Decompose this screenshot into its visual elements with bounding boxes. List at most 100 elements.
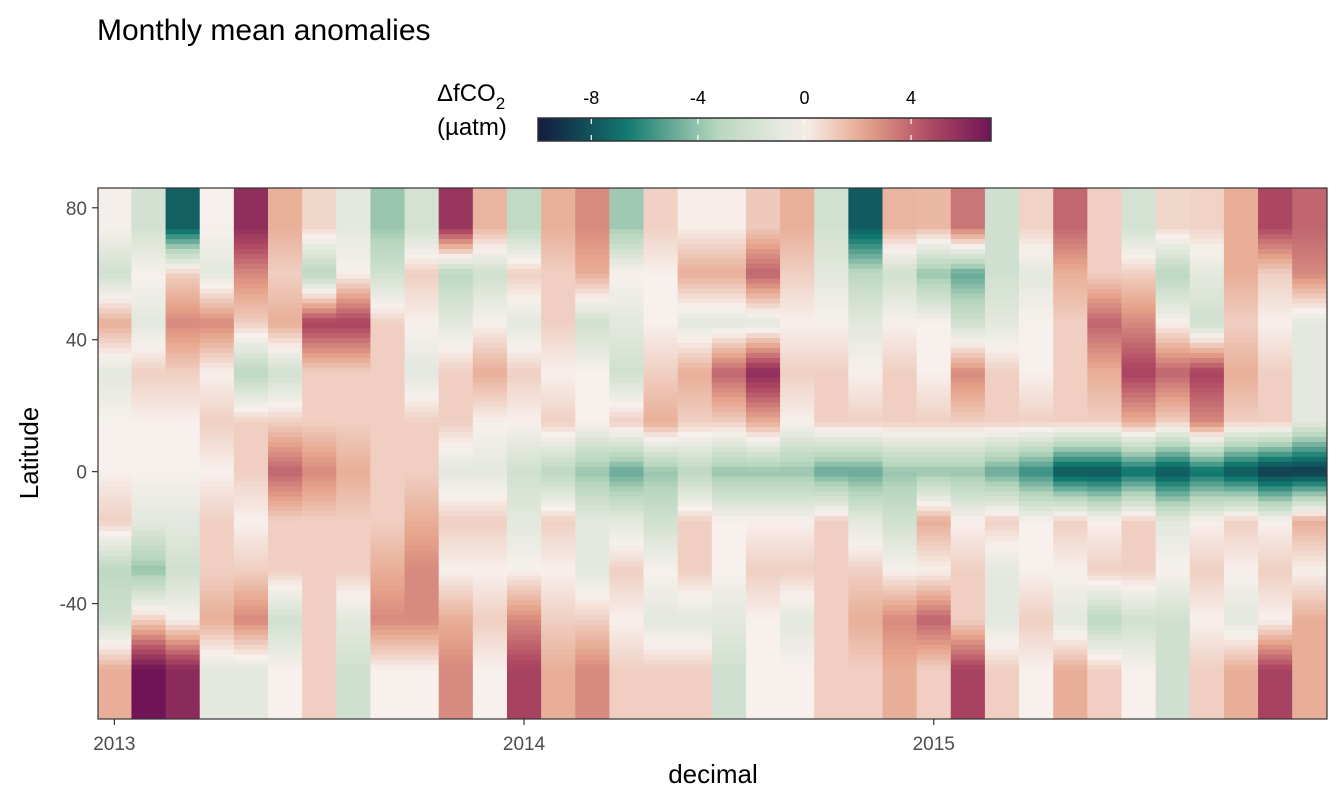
heatmap-cell xyxy=(1019,702,1054,719)
heatmap-cell xyxy=(370,590,406,596)
heatmap-cell xyxy=(1053,496,1088,502)
heatmap-cell xyxy=(1019,555,1054,562)
heatmap-cell xyxy=(199,451,235,458)
heatmap-cell xyxy=(575,634,610,641)
heatmap-cell xyxy=(780,659,815,666)
heatmap-cell xyxy=(677,283,713,290)
heatmap-cell xyxy=(1053,283,1088,290)
heatmap-cell xyxy=(370,288,406,295)
heatmap-cell xyxy=(165,695,201,700)
heatmap-cell xyxy=(131,585,167,591)
heatmap-cell xyxy=(916,570,952,577)
heatmap-cell xyxy=(950,570,986,577)
heatmap-cell xyxy=(643,516,679,522)
heatmap-cell xyxy=(506,521,542,527)
heatmap-cell xyxy=(1189,263,1225,270)
heatmap-cell xyxy=(916,288,952,295)
heatmap-cell xyxy=(882,352,918,359)
heatmap-cell xyxy=(848,506,884,512)
heatmap-cell xyxy=(302,328,337,334)
heatmap-cell xyxy=(677,491,713,497)
heatmap-cell xyxy=(575,560,610,567)
heatmap-cell xyxy=(1292,362,1327,369)
heatmap-cell xyxy=(1019,639,1054,646)
heatmap-cell xyxy=(472,476,508,483)
heatmap-cell xyxy=(165,313,201,319)
heatmap-cell xyxy=(814,456,849,463)
heatmap-cell xyxy=(575,535,610,542)
heatmap-cell xyxy=(98,679,132,684)
heatmap-cell xyxy=(677,644,713,651)
heatmap-cell xyxy=(1121,288,1157,295)
heatmap-cell xyxy=(916,615,952,621)
heatmap-cell xyxy=(1087,659,1122,666)
heatmap-cell xyxy=(1292,466,1327,473)
heatmap-cell xyxy=(199,521,235,527)
heatmap-cell xyxy=(677,352,713,359)
heatmap-cell xyxy=(745,545,781,552)
heatmap-cell xyxy=(268,535,303,542)
heatmap-cell xyxy=(370,595,406,601)
heatmap-cell xyxy=(745,550,781,557)
heatmap-cell xyxy=(1258,600,1293,606)
heatmap-cell xyxy=(370,308,406,314)
heatmap-cell xyxy=(233,511,269,517)
heatmap-cell xyxy=(506,357,542,364)
heatmap-cell xyxy=(1087,535,1122,542)
heatmap-cell xyxy=(199,634,235,641)
heatmap-cell xyxy=(882,575,918,581)
heatmap-cell xyxy=(302,565,337,572)
heatmap-cell xyxy=(745,531,781,537)
heatmap-cell xyxy=(814,244,849,250)
heatmap-cell xyxy=(882,382,918,389)
heatmap-cell xyxy=(882,446,918,453)
heatmap-cell xyxy=(370,313,406,319)
heatmap-cell xyxy=(1223,481,1259,487)
heatmap-cell xyxy=(1258,496,1293,502)
heatmap-cell xyxy=(165,328,201,334)
heatmap-cell xyxy=(438,377,474,384)
heatmap-cell xyxy=(472,417,508,423)
heatmap-cell xyxy=(1155,293,1191,299)
heatmap-cell xyxy=(336,229,371,235)
heatmap-cell xyxy=(370,432,406,438)
heatmap-cell xyxy=(780,234,815,240)
heatmap-cell xyxy=(780,402,815,408)
heatmap-cell xyxy=(438,417,474,423)
heatmap-cell xyxy=(438,526,474,532)
heatmap-cell xyxy=(780,695,815,700)
heatmap-cell xyxy=(1155,590,1191,596)
heatmap-cell xyxy=(1155,634,1191,641)
heatmap-cell xyxy=(1121,278,1157,285)
heatmap-cell xyxy=(1121,392,1157,398)
heatmap-cell xyxy=(575,441,610,448)
heatmap-cell xyxy=(814,560,849,567)
heatmap-cell xyxy=(848,585,884,591)
heatmap-cell xyxy=(814,441,849,448)
heatmap-cell xyxy=(268,545,303,552)
heatmap-cell xyxy=(848,417,884,423)
heatmap-cell xyxy=(336,695,371,700)
heatmap-cell xyxy=(1053,610,1088,616)
heatmap-cell xyxy=(302,308,337,314)
heatmap-cell xyxy=(302,629,337,636)
heatmap-cell xyxy=(814,679,849,684)
heatmap-cell xyxy=(575,377,610,384)
heatmap-cell xyxy=(1121,610,1157,616)
heatmap-cell xyxy=(233,441,269,448)
heatmap-cell xyxy=(1155,486,1191,492)
heatmap-cell xyxy=(1053,318,1088,324)
heatmap-cell xyxy=(882,550,918,557)
heatmap-cell xyxy=(575,476,610,483)
heatmap-cell xyxy=(472,682,508,687)
heatmap-cell xyxy=(98,699,132,704)
heatmap-cell xyxy=(1223,476,1259,483)
heatmap-cell xyxy=(404,672,440,677)
heatmap-cell xyxy=(1223,590,1259,596)
heatmap-cell xyxy=(609,441,645,448)
heatmap-cell xyxy=(643,258,679,265)
heatmap-cell xyxy=(609,692,645,697)
heatmap-cell xyxy=(165,560,201,567)
heatmap-cell xyxy=(984,526,1020,532)
heatmap-cell xyxy=(677,672,713,677)
